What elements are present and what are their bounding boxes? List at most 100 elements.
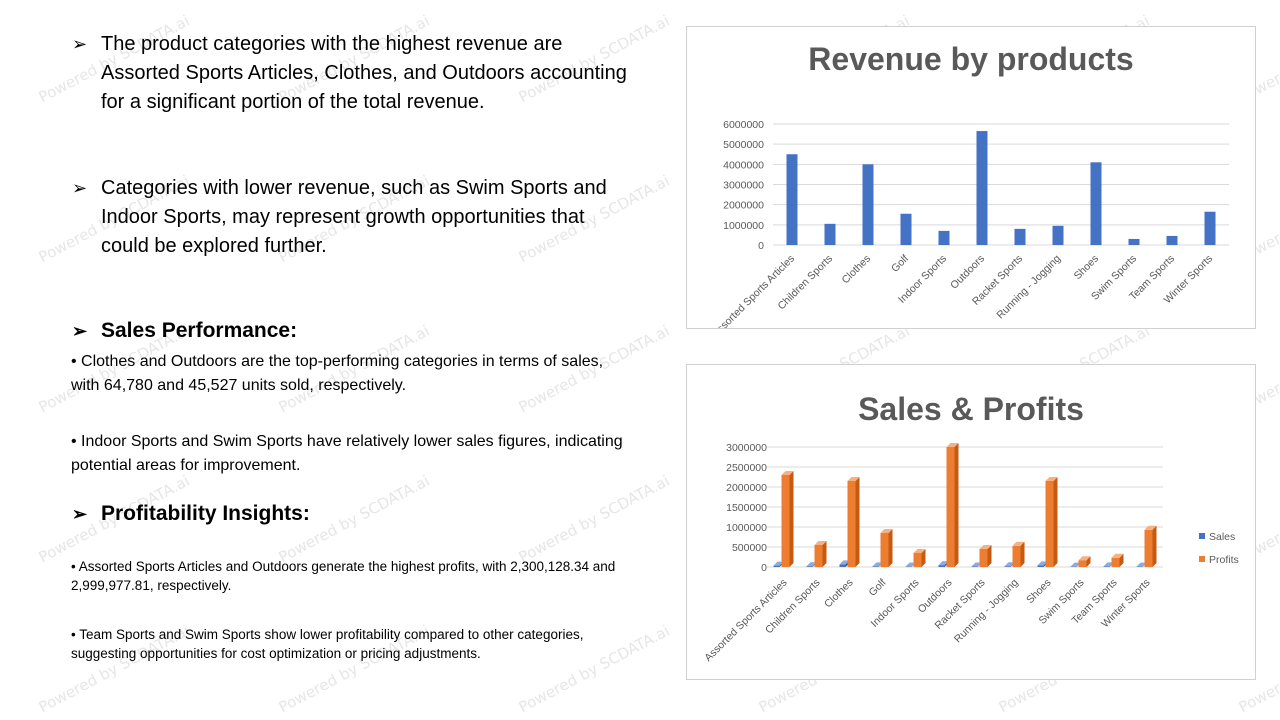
y-tick-label: 1500000: [726, 502, 767, 514]
profit-point-2: • Team Sports and Swim Sports show lower…: [71, 627, 584, 661]
bullet-revenue-lower: ➢ Categories with lower revenue, such as…: [72, 174, 632, 261]
sales-profits-chart-svg: 0 500000 1000000 1500000 2000000 2500000 30000…: [702, 442, 1239, 664]
bar-top: [913, 549, 926, 553]
y-tick-label: 3000000: [723, 180, 764, 192]
legend-swatch: [1199, 533, 1205, 539]
x-tick-label: Running - Jogging: [994, 253, 1063, 322]
bullet-text: Categories with lower revenue, such as S…: [101, 177, 607, 257]
bar-front: [847, 481, 856, 567]
revenue-bar: [862, 164, 874, 245]
revenue-bar: [1014, 228, 1026, 245]
bar-side: [888, 529, 893, 567]
revenue-bar: [976, 131, 988, 245]
arrow-bullet-icon: ➢: [72, 321, 88, 341]
bar-front: [814, 545, 823, 567]
bar-top: [905, 562, 916, 567]
profits-bar: [1012, 541, 1025, 567]
legend-swatch: [1199, 556, 1205, 562]
bar-side: [954, 443, 959, 567]
y-tick-label: 1000000: [726, 522, 767, 534]
bar-top: [1136, 562, 1147, 567]
bar-top: [1037, 561, 1048, 566]
profits-bar: [1078, 556, 1091, 567]
revenue-bar: [1204, 211, 1216, 245]
bar-top: [1045, 477, 1058, 481]
bar-side: [921, 549, 926, 567]
chart-title: Revenue by products: [808, 41, 1134, 77]
profitability-heading: ➢ Profitability Insights:: [72, 500, 310, 528]
point-text: Assorted Sports Articles and Outdoors ge…: [71, 559, 616, 593]
x-tick-label: Shoes: [1024, 577, 1054, 607]
bar-top: [1004, 562, 1015, 567]
profits-bar: [847, 477, 860, 567]
point-text: Indoor Sports and Swim Sports have relat…: [71, 433, 623, 474]
y-tick-label: 500000: [732, 542, 767, 554]
y-tick-label: 6000000: [723, 119, 764, 131]
bar-top: [839, 560, 850, 565]
bar-top: [1070, 562, 1081, 567]
y-tick-label: 5000000: [723, 139, 764, 151]
revenue-bar: [1128, 238, 1140, 245]
bar-top: [1078, 556, 1091, 561]
bar-top: [806, 562, 817, 567]
revenue-chart-svg: 0 1000000 2000000 3000000 4000000 5000000 6000…: [710, 119, 1229, 328]
profits-bar: [1144, 525, 1157, 567]
bar-front: [1144, 529, 1153, 567]
x-tick-label: Running - Jogging: [952, 577, 1021, 646]
point-text: Team Sports and Swim Sports show lower p…: [71, 627, 584, 661]
heading-text: Profitability Insights:: [101, 502, 310, 525]
sales-performance-heading: ➢ Sales Performance:: [72, 317, 297, 345]
sales-point-2: • Indoor Sports and Swim Sports have rel…: [71, 433, 623, 474]
revenue-bar: [1090, 162, 1102, 245]
sales-profits-chart: Sales & Profits 0 500000 1000000 1500000 200…: [686, 364, 1256, 680]
bar-side: [1152, 525, 1157, 567]
legend-label: Profits: [1209, 554, 1239, 566]
y-tick-label: 4000000: [723, 159, 764, 171]
heading-text: Sales Performance:: [101, 319, 298, 342]
x-tick-label: Outdoors: [948, 253, 987, 292]
legend-label: Sales: [1209, 531, 1235, 543]
bar-top: [880, 529, 893, 533]
arrow-bullet-icon: ➢: [72, 504, 88, 524]
profits-bar: [814, 541, 827, 567]
revenue-bar: [938, 230, 950, 245]
arrow-bullet-icon: ➢: [72, 34, 88, 54]
profits-bar: [913, 549, 926, 567]
bar-front: [773, 565, 780, 567]
profits-bar: [946, 443, 959, 567]
profits-bar: [880, 529, 893, 567]
y-tick-label: 2000000: [723, 200, 764, 212]
bar-side: [1086, 556, 1091, 567]
bar-top: [773, 561, 784, 566]
y-tick-label: 2000000: [726, 482, 767, 494]
profits-bar: [979, 545, 992, 567]
bar-top: [781, 470, 794, 475]
bar-front: [781, 474, 790, 567]
bar-side: [855, 477, 860, 567]
revenue-bar: [786, 154, 798, 245]
x-tick-label: Golf: [867, 577, 889, 599]
sales-point-1: • Clothes and Outdoors are the top-perfo…: [71, 353, 604, 394]
x-tick-label: Shoes: [1072, 253, 1102, 283]
bar-front: [880, 533, 889, 567]
bar-top: [814, 541, 827, 545]
bar-front: [913, 553, 922, 567]
bar-top: [1144, 525, 1157, 530]
bar-top: [971, 562, 982, 567]
bar-top: [938, 561, 949, 566]
bar-front: [979, 549, 988, 567]
arrow-bullet-icon: ➢: [72, 178, 88, 198]
bar-top: [1111, 553, 1124, 558]
bar-front: [1111, 557, 1120, 567]
profits-bar: [781, 470, 794, 567]
bullet-revenue-highest: ➢ The product categories with the highes…: [72, 30, 632, 117]
x-tick-label: Golf: [889, 253, 911, 275]
profits-bar: [1045, 477, 1058, 567]
bar-front: [806, 566, 813, 567]
bar-front: [1004, 566, 1011, 567]
bar-top: [872, 562, 883, 567]
x-tick-label: Clothes: [822, 577, 856, 611]
bar-side: [1119, 553, 1124, 567]
y-tick-label: 2500000: [726, 462, 767, 474]
y-tick-label: 3000000: [726, 442, 767, 454]
